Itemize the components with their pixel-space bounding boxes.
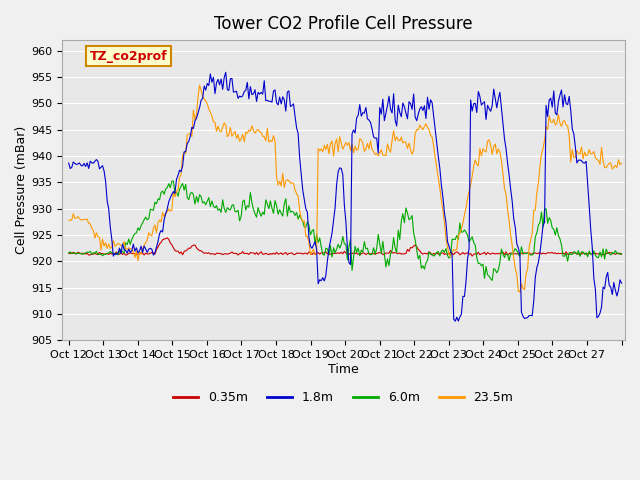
Y-axis label: Cell Pressure (mBar): Cell Pressure (mBar) <box>15 126 28 254</box>
Legend: 0.35m, 1.8m, 6.0m, 23.5m: 0.35m, 1.8m, 6.0m, 23.5m <box>168 386 518 409</box>
Title: Tower CO2 Profile Cell Pressure: Tower CO2 Profile Cell Pressure <box>214 15 473 33</box>
Text: TZ_co2prof: TZ_co2prof <box>90 49 168 62</box>
X-axis label: Time: Time <box>328 363 359 376</box>
